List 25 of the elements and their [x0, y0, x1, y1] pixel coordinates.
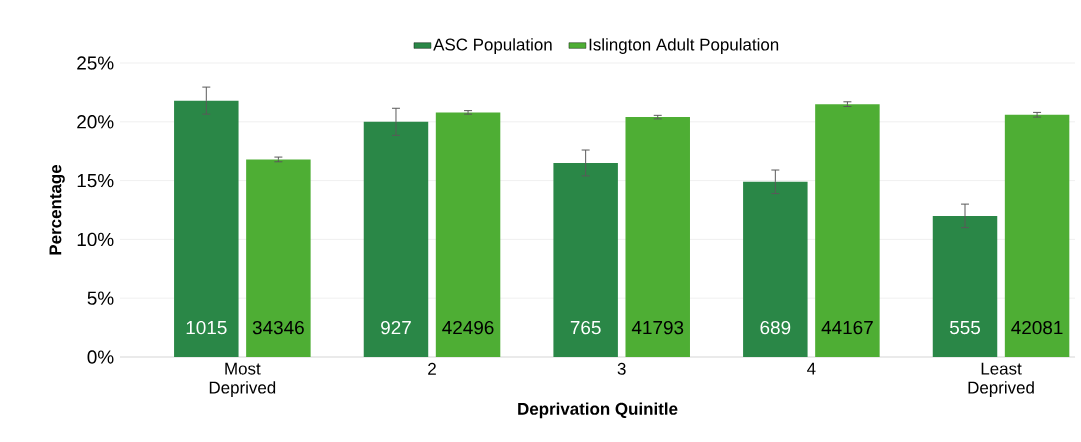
y-tick-label: 20% [77, 115, 114, 129]
annotation: 765 [570, 320, 601, 335]
y-tick-label: 0% [87, 350, 114, 364]
annotation: 34346 [252, 320, 304, 335]
y-tick-label: 25% [77, 56, 114, 70]
legend-label: ASC Population [433, 38, 552, 54]
annotation: 42496 [442, 320, 494, 335]
y-axis-title: Percentage [49, 164, 65, 255]
annotation: 41793 [631, 320, 684, 335]
x-tick-label: 3 [617, 362, 626, 375]
x-tick-label: 4 [807, 362, 816, 375]
y-tick-label: 5% [87, 291, 114, 305]
annotation: 1015 [186, 320, 227, 335]
x-tick-label: Most Deprived [209, 362, 276, 397]
annotation: 44167 [821, 320, 873, 335]
y-tick-label: 10% [77, 232, 114, 247]
annotation: 42081 [1011, 320, 1063, 335]
x-axis-title: Deprivation Quinitle [518, 402, 678, 419]
x-tick-label: Least Deprived [968, 362, 1034, 397]
annotation: 555 [949, 321, 980, 335]
x-tick-label: 2 [428, 362, 436, 375]
legend-label: Islington Adult Population [589, 38, 779, 54]
annotation: 689 [760, 320, 791, 335]
y-tick-label: 15% [77, 173, 114, 188]
annotation: 927 [381, 320, 411, 335]
